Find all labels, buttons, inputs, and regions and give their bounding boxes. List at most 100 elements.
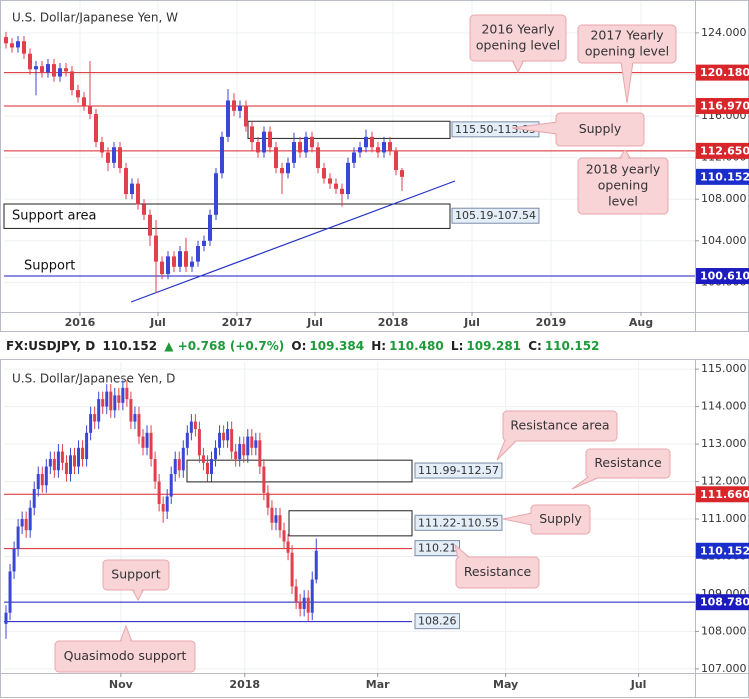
candle-body <box>153 235 158 262</box>
callout-join <box>548 122 557 134</box>
candle-body <box>147 214 152 236</box>
candle-body <box>250 436 254 448</box>
candle-body <box>352 152 357 163</box>
zone-label: 105.19-107.54 <box>455 209 536 222</box>
ohlc-label: O: <box>291 339 307 353</box>
candle-body <box>77 447 81 467</box>
change: ▲ +0.768 (+0.7%) <box>164 339 285 353</box>
candle-body <box>286 541 290 553</box>
callout-text: level <box>608 194 638 209</box>
price-tag-label: 112.650 <box>700 144 749 157</box>
candle-body <box>294 586 298 602</box>
price-tag <box>696 268 749 285</box>
y-tick-label: 108.000 <box>701 624 747 637</box>
price-tag <box>696 97 749 114</box>
candle-body <box>56 451 60 471</box>
candle-body <box>117 147 122 169</box>
candle-body <box>376 147 381 153</box>
candle-body <box>97 399 101 422</box>
candle-body <box>171 256 176 267</box>
candle-body <box>15 41 20 48</box>
candle-body <box>75 90 80 98</box>
candle-body <box>266 492 270 508</box>
level-label: 108.26 <box>418 615 457 628</box>
x-tick-label: Jul <box>630 678 647 691</box>
candle-body <box>39 66 44 73</box>
candle-body <box>159 261 164 275</box>
candle-body <box>36 474 40 490</box>
candle-body <box>249 126 254 143</box>
candle-body <box>181 447 185 471</box>
candle-body <box>238 444 242 460</box>
candle-body <box>28 507 32 531</box>
callout-join <box>505 440 517 444</box>
candle-body <box>218 432 222 448</box>
callout-join <box>458 555 470 558</box>
candle-body <box>222 432 226 441</box>
price-tag <box>696 142 749 159</box>
candle-body <box>89 414 93 433</box>
candle-body <box>219 136 224 174</box>
candle-body <box>48 459 52 467</box>
zone-label-box <box>451 207 540 224</box>
callout-join <box>512 60 524 63</box>
candle-body <box>57 68 62 77</box>
candle-body <box>45 64 50 73</box>
candle-body <box>246 436 250 456</box>
candle-body <box>177 251 182 267</box>
callout-box <box>502 410 618 442</box>
x-tick-label: Nov <box>109 678 134 691</box>
candle-body <box>20 518 24 527</box>
candle-body <box>81 97 86 106</box>
candle-body <box>141 436 145 448</box>
candle-body <box>109 391 113 411</box>
candle-body <box>333 183 338 189</box>
y-tick-label: 115.000 <box>701 362 747 375</box>
candle-body <box>298 601 302 609</box>
ohlc-label: L: <box>450 339 464 353</box>
zone-caption: Support <box>24 259 75 274</box>
ohlc-value: 109.384 <box>309 339 365 353</box>
candle-body <box>165 256 170 275</box>
ohlc-label: H: <box>371 339 387 353</box>
candle-body <box>93 414 97 422</box>
callout-text: Resistance <box>464 564 532 579</box>
callout-box <box>585 448 671 479</box>
callout-text: Supply <box>539 511 582 526</box>
chart-title: U.S. Dollar/Japanese Yen, W <box>12 11 178 25</box>
candle-body <box>24 518 28 531</box>
y-tick-label: 124.000 <box>701 26 747 39</box>
candle-body <box>274 515 278 523</box>
candle-body <box>189 261 194 267</box>
candle-body <box>135 183 140 205</box>
zone-label: 111.22-110.55 <box>418 516 499 529</box>
candle-body <box>137 414 141 437</box>
x-tick-label: 2018 <box>229 678 260 691</box>
candle-body <box>302 597 306 609</box>
price-tag-label: 110.152 <box>700 170 749 183</box>
zone-caption: Support area <box>12 209 97 224</box>
candle-body <box>21 41 26 54</box>
callout-text: Support <box>111 567 161 582</box>
callout-text: opening level <box>585 44 669 59</box>
price-tag-label: 108.780 <box>700 596 749 609</box>
price-tag <box>696 168 749 185</box>
level-label-box <box>414 540 460 557</box>
candle-body <box>210 459 214 475</box>
callout-text: 2017 Yearly <box>590 28 664 43</box>
candle-body <box>93 113 98 143</box>
candle-body <box>282 530 286 542</box>
y-tick-label: 104.000 <box>701 234 747 247</box>
candle-body <box>27 53 32 70</box>
price-tag <box>696 64 749 81</box>
x-tick-label: Aug <box>629 316 653 329</box>
candle-body <box>225 100 230 137</box>
candle-body <box>145 432 149 448</box>
zone-label-box <box>414 462 503 479</box>
candle-body <box>123 168 128 195</box>
callout-join <box>120 638 132 642</box>
candle-body <box>243 105 248 127</box>
chart-title: U.S. Dollar/Japanese Yen, D <box>12 372 175 386</box>
candle-body <box>133 414 137 422</box>
